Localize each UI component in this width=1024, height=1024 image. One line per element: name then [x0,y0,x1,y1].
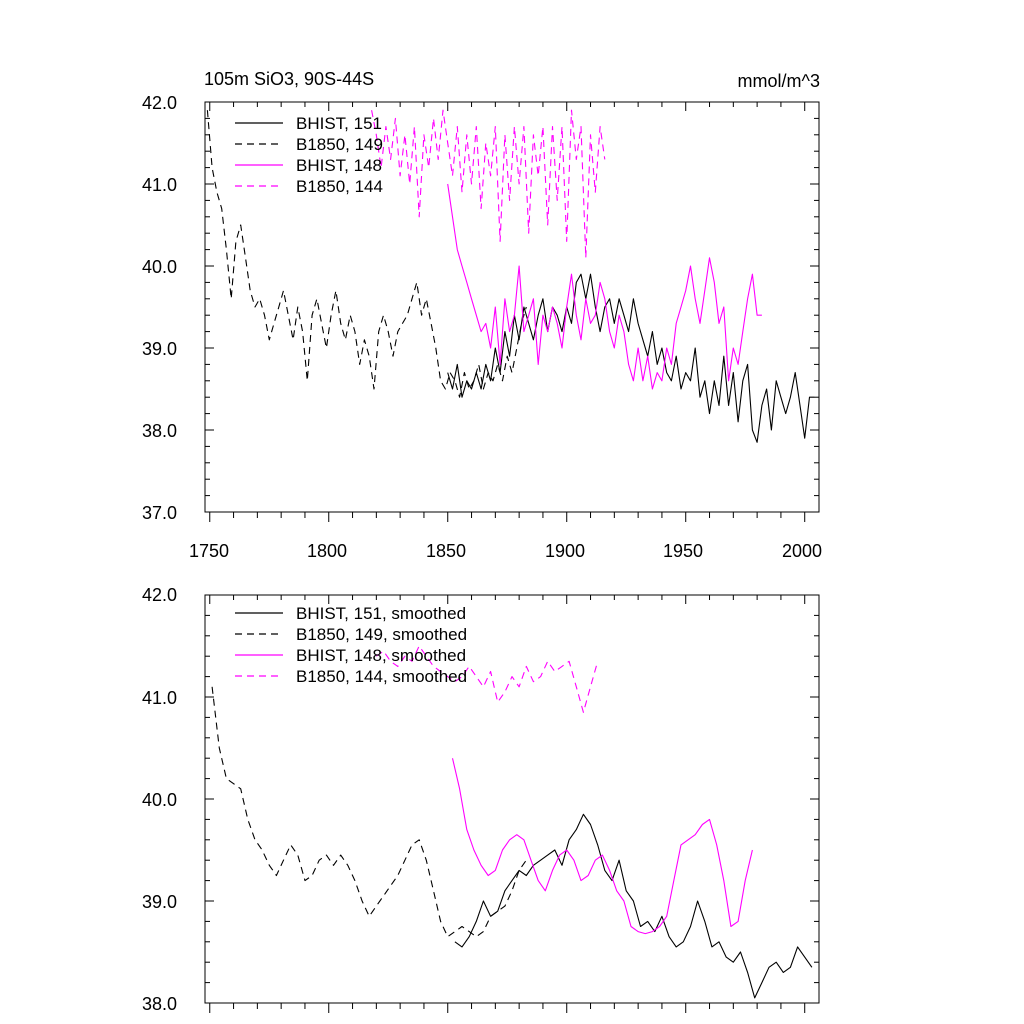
legend-label-bhist-151-smoothed: BHIST, 151, smoothed [296,604,466,623]
bottom-legend: BHIST, 151, smoothed B1850, 149, smoothe… [235,604,467,686]
bottom-series-line-bhist-151-smoothed [454,813,813,999]
bottom-series [211,645,813,999]
top-panel: 105m SiO3, 90S-44S mmol/m^3 37.0 38.0 39… [142,69,822,561]
top-x-tick-label: 1800 [307,541,347,561]
bottom-y-tick-label: 40.0 [142,790,177,810]
top-legend: BHIST, 151 B1850, 149 BHIST, 148 B1850, … [235,114,383,196]
legend-label-bhist-151: BHIST, 151 [296,114,382,133]
top-plot-frame [204,101,820,513]
top-series-line-bhist-151 [447,273,815,443]
top-y-tick-label: 41.0 [142,175,177,195]
bottom-y-tick-labels: 38.0 39.0 40.0 41.0 42.0 [142,585,177,1014]
top-panel-title: 105m SiO3, 90S-44S [204,69,374,89]
top-x-tick-label: 1950 [663,541,703,561]
top-y-tick-label: 38.0 [142,421,177,441]
top-y-tick-label: 40.0 [142,257,177,277]
legend-label-b1850-144: B1850, 144 [296,177,383,196]
top-x-tick-label: 1750 [189,541,229,561]
bottom-series-line-bhist-148-smoothed [451,758,753,935]
top-panel-units: mmol/m^3 [738,71,820,91]
top-x-tick-labels: 1750 1800 1850 1900 1950 2000 [189,541,822,561]
top-y-tick-label: 37.0 [142,503,177,523]
bottom-plot-frame [204,594,820,1004]
legend-label-b1850-144-smoothed: B1850, 144, smoothed [296,667,467,686]
bottom-series-line-b1850-149-smoothed [211,686,527,938]
top-y-tick-label: 42.0 [142,93,177,113]
bottom-minor-ticks [205,594,819,1013]
top-y-tick-labels: 37.0 38.0 39.0 40.0 41.0 42.0 [142,93,177,523]
bottom-y-tick-label: 39.0 [142,892,177,912]
top-series [206,109,815,443]
top-x-tick-label: 1900 [545,541,585,561]
legend-label-bhist-148: BHIST, 148 [296,156,382,175]
bottom-y-tick-label: 38.0 [142,994,177,1014]
top-minor-ticks [205,101,819,522]
legend-label-bhist-148-smoothed: BHIST, 148, smoothed [296,646,466,665]
legend-label-b1850-149-smoothed: B1850, 149, smoothed [296,625,467,644]
bottom-y-tick-label: 41.0 [142,688,177,708]
top-x-tick-label: 2000 [782,541,822,561]
legend-label-b1850-149: B1850, 149 [296,135,383,154]
bottom-y-tick-label: 42.0 [142,585,177,605]
top-x-tick-label: 1850 [426,541,466,561]
top-series-line-b1850-144 [371,109,606,259]
top-y-tick-label: 39.0 [142,339,177,359]
bottom-panel: 38.0 39.0 40.0 41.0 42.0 BHIST, 151, smo… [142,585,820,1014]
bottom-series-line-b1850-144-smoothed [375,645,599,713]
top-series-line-b1850-149 [206,110,527,398]
top-series-line-bhist-148 [447,183,762,390]
